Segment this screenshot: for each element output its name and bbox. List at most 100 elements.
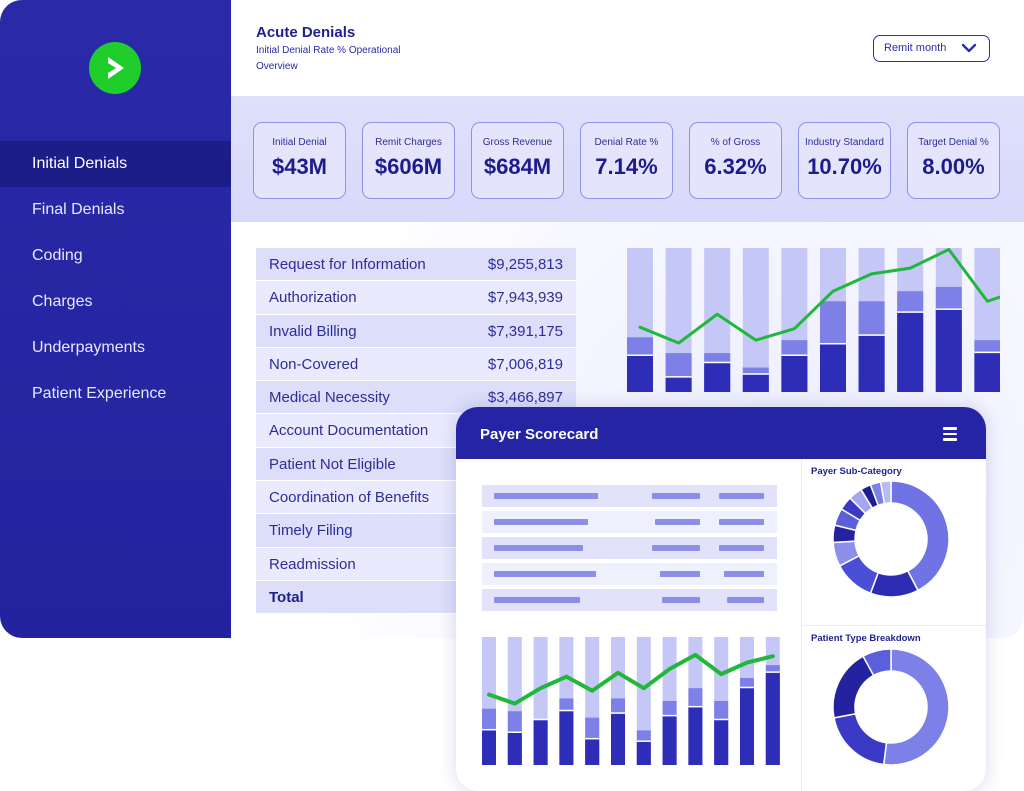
bar-separator — [665, 376, 692, 378]
row-amount: $7,006,819 — [487, 355, 563, 373]
row-name: Non-Covered — [269, 355, 359, 373]
bar-dark[interactable] — [897, 312, 924, 392]
bar-separator — [627, 354, 653, 356]
bar-separator — [662, 714, 677, 717]
row-name: Total — [269, 588, 304, 606]
table-row[interactable]: Authorization $7,943,939 — [256, 281, 576, 315]
kpi-label: Gross Revenue — [482, 137, 553, 148]
bar-dark[interactable] — [781, 356, 808, 392]
row-name: Authorization — [269, 289, 357, 307]
bar-separator — [559, 709, 574, 712]
table-row[interactable]: Non-Covered $7,006,819 — [256, 347, 576, 382]
patient-type-title: Patient Type Breakdown — [811, 633, 921, 644]
bar-dark[interactable] — [742, 374, 769, 392]
kpi-card-denial-rate[interactable]: Denial Rate % 7.14% — [580, 122, 673, 199]
sidebar-item-coding[interactable]: Coding — [32, 247, 83, 264]
sidebar-item-charges[interactable]: Charges — [32, 293, 93, 310]
sidebar-item-underpayments[interactable]: Underpayments — [32, 339, 145, 356]
bar-dark[interactable] — [533, 720, 548, 765]
donut-slice[interactable] — [862, 648, 892, 677]
bar-dark[interactable] — [611, 713, 625, 765]
payer-sub-category-title: Payer Sub-Category — [811, 466, 902, 477]
remit-month-select[interactable]: Remit month — [873, 35, 990, 62]
row-amount: $3,466,897 — [487, 389, 563, 407]
kpi-label: Initial Denial — [272, 137, 327, 148]
row-name: Timely Filing — [269, 522, 353, 540]
kpi-card-remit-charges[interactable]: Remit Charges $606M — [362, 122, 455, 199]
bar-dark[interactable] — [714, 720, 729, 765]
bar-dark[interactable] — [662, 716, 677, 765]
kpi-label: Target Denial % — [918, 137, 989, 148]
bar-dark[interactable] — [858, 335, 885, 392]
kpi-card-initial-denial[interactable]: Initial Denial $43M — [253, 122, 346, 199]
page-title: Acute Denials — [256, 24, 356, 41]
mini-table-row[interactable] — [482, 511, 777, 533]
mini-table-row[interactable] — [482, 589, 777, 611]
bar-separator — [742, 373, 769, 375]
bar-dark[interactable] — [665, 377, 692, 392]
bar-separator — [740, 686, 754, 689]
bar-dark[interactable] — [974, 353, 1000, 392]
kpi-band: Initial Denial $43M Remit Charges $606M … — [231, 96, 1024, 222]
bar-dark[interactable] — [820, 344, 846, 392]
bar-dark[interactable] — [935, 309, 962, 392]
bar-dark[interactable] — [740, 688, 754, 765]
table-row[interactable]: Request for Information $9,255,813 — [256, 248, 576, 282]
sidebar-item-patient-experience[interactable]: Patient Experience — [32, 385, 167, 402]
bar-dark[interactable] — [688, 707, 703, 765]
bar-separator — [533, 718, 548, 721]
kpi-card-percent-of-gross[interactable]: % of Gross 6.32% — [689, 122, 782, 199]
sidebar-item-initial-denials[interactable]: Initial Denials — [0, 141, 231, 187]
kpi-card-industry-standard[interactable]: Industry Standard 10.70% — [798, 122, 891, 199]
row-name: Invalid Billing — [269, 322, 357, 340]
bar-dark[interactable] — [585, 739, 600, 765]
row-name: Account Documentation — [269, 422, 429, 440]
payer-sub-category-donut — [832, 480, 950, 598]
mini-table-row[interactable] — [482, 537, 777, 559]
sidebar: Initial Denials Final Denials Coding Cha… — [0, 0, 231, 638]
payer-scorecard-panel: Payer Scorecard Payer Sub-Category Patie… — [456, 407, 986, 791]
row-name: Coordination of Benefits — [269, 489, 430, 507]
hamburger-menu-icon[interactable] — [943, 427, 957, 441]
bar-dark[interactable] — [559, 711, 574, 765]
bar-separator — [935, 308, 962, 310]
scorecard-title: Payer Scorecard — [480, 426, 599, 443]
remit-month-label: Remit month — [884, 42, 947, 54]
divider — [802, 625, 986, 626]
bar-separator — [585, 737, 600, 740]
donut-slice[interactable] — [890, 480, 950, 592]
kpi-value: $684M — [483, 154, 552, 179]
logo-icon[interactable] — [89, 42, 141, 94]
bar-separator — [765, 671, 780, 673]
bar-dark[interactable] — [482, 730, 496, 765]
top-combo-chart — [627, 247, 1000, 392]
bar-dark[interactable] — [765, 672, 780, 765]
row-name: Readmission — [269, 555, 356, 573]
kpi-value: $43M — [271, 154, 328, 179]
chevron-down-icon — [961, 43, 977, 53]
table-row[interactable]: Invalid Billing $7,391,175 — [256, 314, 576, 348]
bar-separator — [820, 342, 846, 345]
row-amount: $7,391,175 — [487, 322, 563, 340]
mini-table-row[interactable] — [482, 485, 777, 507]
bar-dark[interactable] — [636, 741, 651, 765]
donut-slice[interactable] — [879, 480, 892, 505]
bar-separator — [974, 351, 1000, 354]
bar-dark[interactable] — [627, 356, 653, 392]
bar-dark[interactable] — [507, 733, 522, 765]
bar-separator — [507, 731, 522, 733]
kpi-card-gross-revenue[interactable]: Gross Revenue $684M — [471, 122, 564, 199]
divider — [801, 459, 802, 791]
kpi-card-target-denial[interactable]: Target Denial % 8.00% — [907, 122, 1000, 199]
bar-separator — [704, 361, 731, 364]
bar-dark[interactable] — [704, 363, 731, 392]
row-name: Medical Necessity — [269, 389, 390, 407]
mini-table-row[interactable] — [482, 563, 777, 585]
bar-separator — [482, 728, 496, 731]
scorecard-header: Payer Scorecard — [456, 407, 986, 459]
bottom-combo-chart — [482, 637, 780, 765]
donut-slice[interactable] — [882, 648, 950, 766]
donut-slice[interactable] — [833, 712, 888, 766]
sidebar-item-final-denials[interactable]: Final Denials — [32, 201, 125, 218]
